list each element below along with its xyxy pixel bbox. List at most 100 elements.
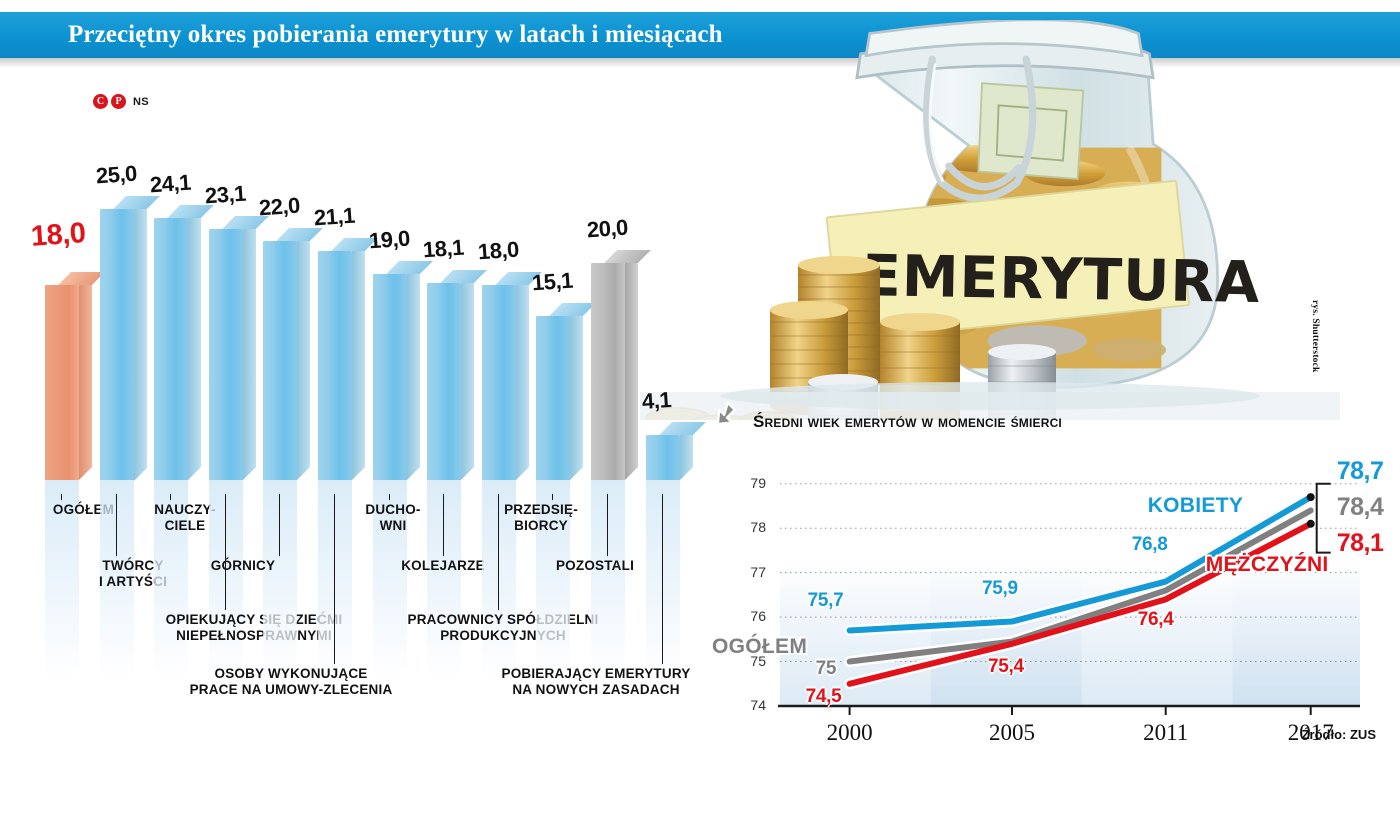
bar-side-face [406, 260, 420, 480]
bar[interactable] [536, 303, 583, 480]
bar-side-face [461, 270, 475, 480]
y-tick-label: 75 [750, 652, 766, 669]
bar-leader-line [115, 494, 117, 556]
bar-top-face [440, 270, 487, 283]
bar-category-label: TWÓRCY I ARTYŚCI [98, 558, 168, 589]
x-tick-label: 2005 [989, 720, 1035, 745]
x-tick-label: 2017 [1287, 720, 1334, 745]
bar-reflection [427, 480, 462, 680]
page-title: Przeciętny okres pobierania emerytury w … [68, 21, 723, 48]
bar-leader-line [279, 494, 281, 556]
bar[interactable] [208, 216, 256, 480]
y-tick-label: 74 [750, 697, 766, 713]
end-point-marker [1306, 493, 1315, 502]
bar[interactable] [99, 195, 147, 480]
bar-reflection [45, 480, 79, 680]
data-point-label: 75,7 [807, 590, 844, 612]
data-point-label: 76,8 [1131, 533, 1168, 555]
bar[interactable] [154, 205, 201, 480]
bar[interactable] [318, 237, 365, 480]
y-tick-label: 79 [750, 474, 766, 491]
bar-reflection [154, 480, 189, 680]
line-chart: Źródło: ZUS 74 75 76 77 78 79 2000 2005 2011 2017… [712, 448, 1388, 778]
bar-category-label: NAUCZY- CIELE [154, 502, 216, 533]
bar-front-face [45, 284, 79, 480]
bar-top-face [58, 272, 105, 285]
series-line-mężczyźni [846, 520, 1314, 687]
bar[interactable] [645, 422, 693, 480]
bar-value-label: 18,0 [29, 216, 87, 253]
bar[interactable] [263, 228, 310, 480]
series-end-value: 78,4 [1336, 492, 1384, 521]
series-label-kobiety: KOBIETY [1147, 493, 1244, 517]
bar-category-label: POBIERAJĄCY EMERYTURY NA NOWYCH ZASADACH [501, 666, 691, 697]
photo-illustration: EMERYTURA [640, 20, 1340, 420]
bar-front-face [99, 208, 134, 480]
arrow-down-right-icon [710, 401, 744, 441]
bar-reflection [536, 480, 571, 680]
series-label-ogolem: OGÓŁEM [712, 635, 808, 659]
bar-front-face [591, 262, 625, 480]
bar[interactable] [427, 270, 474, 480]
bar-category-label: PRZEDSIĘ- BIORCY [504, 502, 578, 533]
bar-reflection [263, 480, 298, 680]
logo-p-icon: P [111, 94, 126, 109]
bar-category-label: POZOSTALI [555, 558, 635, 573]
bar-reflection [645, 480, 680, 680]
coins-jar-photo: EMERYTURA [640, 20, 1340, 420]
bar-value-label: 24,1 [149, 169, 192, 198]
bar-side-face [515, 271, 529, 480]
bar-category-label: GÓRNICY [210, 558, 276, 573]
bar[interactable] [45, 271, 92, 480]
bar-front-face [427, 283, 462, 480]
bar-category-label: OPIEKUJĄCY SIĘ DZIEĆMI NIEPEŁNOSPRAWNYMI [165, 612, 343, 643]
bar-leader-line [224, 494, 226, 610]
bar-category-label: PRACOWNICY SPÓŁDZIELNI PRODUKCYJNYCH [407, 612, 599, 643]
bar-side-face [133, 195, 147, 480]
bar-leader-line [170, 494, 172, 500]
end-bracket [1315, 482, 1331, 554]
bar-front-face [154, 218, 189, 480]
bar[interactable] [481, 271, 529, 480]
end-point-marker [1306, 519, 1315, 528]
bar-reflection [208, 480, 243, 680]
subheading: Średni wiek emerytów w momencie śmierci [710, 401, 1062, 441]
bar-front-face [318, 250, 352, 480]
bar-value-label: 25,0 [94, 160, 138, 188]
bar-front-face [481, 284, 516, 480]
bar-top-face [549, 303, 596, 316]
bar[interactable] [372, 260, 420, 480]
bar-value-label: 22,0 [258, 192, 302, 221]
x-tick-label: 2000 [826, 720, 873, 745]
subheading-label: Średni wiek emerytów w momencie śmierci [753, 411, 1062, 431]
bar-reflection [372, 480, 407, 680]
bar-side-face [297, 228, 311, 480]
bar-side-face [570, 303, 584, 480]
bar-leader-line [552, 494, 554, 500]
y-tick-label: 76 [750, 608, 766, 625]
bar-category-label: KOLEJARZE [401, 558, 485, 573]
series-label-mezczyzni: MĘŻCZYŹNI [1205, 553, 1329, 577]
line-chart-svg [778, 482, 1360, 715]
bar-value-label: 20,0 [586, 214, 629, 243]
data-point-label: 75 [815, 657, 837, 679]
bar-leader-line [607, 494, 608, 556]
data-point-label: 76,4 [1137, 609, 1174, 631]
bar-front-face [263, 241, 298, 480]
bar-top-face [604, 250, 651, 263]
bar-leader-line [388, 494, 390, 500]
bar-front-face [645, 435, 680, 480]
series-line-ogółem [846, 507, 1314, 665]
bar-reflection [318, 480, 352, 680]
bar-side-face [79, 271, 92, 480]
bar-leader-line [334, 494, 335, 664]
bar-front-face [536, 316, 571, 480]
series-line-kobiety [846, 494, 1314, 634]
bar-side-face [352, 237, 365, 480]
bar-category-label: OSOBY WYKONUJĄCE PRACE NA UMOWY-ZLECENIA [189, 666, 393, 697]
bar-value-label: 4,1 [640, 387, 672, 415]
bar-value-label: 23,1 [203, 180, 247, 209]
bar-side-face [242, 216, 256, 480]
bar-value-label: 19,0 [367, 225, 411, 254]
bar[interactable] [591, 249, 638, 480]
